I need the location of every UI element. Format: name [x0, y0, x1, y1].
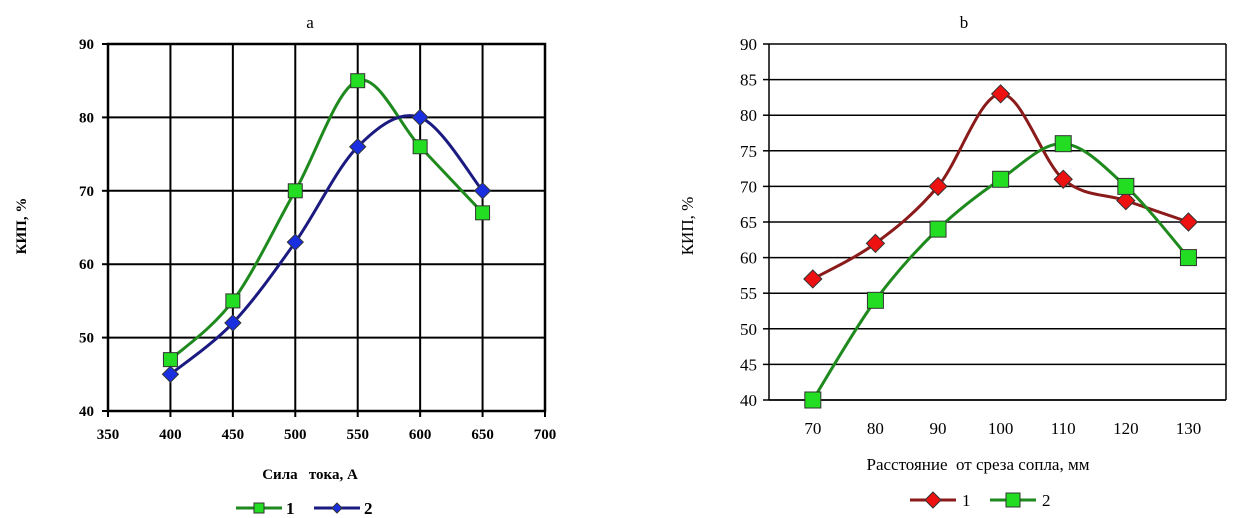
- chart-a-legend-2-marker: [331, 502, 343, 514]
- chart-b-ytick-label: 85: [740, 71, 757, 90]
- chart-a-series-1-point: [350, 73, 366, 89]
- chart-a-legend-1-marker: [253, 502, 265, 514]
- chart-b-ticks: 40 45 50 55 60 65 70 75 80 85 90 70 80 90 100 110 120 130: [740, 35, 1201, 438]
- chart-a-series-1-point: [287, 183, 303, 199]
- chart-a-series-2-point: [161, 365, 180, 384]
- chart-b-series-2-point: [1117, 177, 1135, 195]
- chart-b-legend-1-marker: [924, 491, 942, 509]
- chart-a-xtick-label: 350: [97, 427, 120, 443]
- chart-a-series-1-point: [412, 139, 428, 155]
- chart-b-legend-2-label: 2: [1042, 491, 1051, 510]
- chart-a-title: a: [306, 13, 314, 32]
- chart-b-xtick-label: 120: [1113, 419, 1139, 438]
- chart-b-xtick-label: 130: [1176, 419, 1202, 438]
- chart-b-series-1-point: [1116, 190, 1136, 211]
- chart-a-xtick-label: 450: [222, 427, 245, 443]
- chart-b-ytick-label: 40: [740, 391, 757, 410]
- chart-a-grid: [102, 42, 547, 417]
- chart-b-title: b: [960, 13, 969, 32]
- chart-a-series-1-point: [162, 352, 178, 368]
- chart-b-series-1-point: [1178, 212, 1199, 232]
- chart-b-series-2-point: [804, 391, 822, 409]
- chart-b-legend-1-label: 1: [962, 491, 971, 510]
- chart-a-ticks: 350 400 450 500 550 600 650 700 40 50 60 70 80 90: [79, 37, 556, 443]
- chart-a-series-2-point: [224, 314, 242, 332]
- chart-b-grid: [763, 43, 1227, 401]
- chart-a-series-1-point: [475, 205, 491, 221]
- chart-a-xtick-label: 600: [409, 427, 432, 443]
- chart-b-ytick-label: 70: [740, 177, 757, 196]
- chart-a-series-2-point: [349, 138, 367, 156]
- chart-a-ylabel: КИП, %: [14, 198, 30, 255]
- chart-a-series-2-point: [411, 108, 429, 127]
- chart-a: a 350 400 450 500 550 600 650 700 40 50 60 70 80 90 С…: [14, 13, 556, 518]
- chart-a-ytick-label: 80: [79, 110, 94, 126]
- chart-b-ytick-label: 50: [740, 320, 757, 339]
- chart-a-plot-frame: [106, 42, 547, 413]
- chart-a-legend-2-label: 2: [364, 499, 373, 518]
- chart-b-series-2-point: [992, 170, 1010, 188]
- chart-b-ytick-label: 60: [740, 249, 757, 268]
- chart-b-ytick-label: 65: [740, 213, 757, 232]
- chart-b-series: [803, 84, 1199, 409]
- chart-a-ytick-label: 90: [79, 37, 94, 53]
- chart-b-xtick-label: 90: [930, 419, 947, 438]
- chart-a-legend-1-label: 1: [286, 499, 295, 518]
- chart-a-xtick-label: 550: [346, 427, 369, 443]
- chart-a-xtick-label: 500: [284, 427, 307, 443]
- chart-b-xtick-label: 110: [1051, 419, 1076, 438]
- chart-b-xtick-label: 70: [804, 419, 821, 438]
- chart-a-ytick-label: 70: [79, 184, 94, 200]
- chart-b-series-1-point: [1053, 169, 1073, 189]
- chart-b-xtick-label: 100: [988, 419, 1014, 438]
- chart-b-legend-2-marker: [1005, 492, 1021, 508]
- chart-b-ytick-label: 90: [740, 35, 757, 54]
- chart-b-series-1-point: [865, 233, 886, 254]
- chart-b-series-1-point: [803, 269, 823, 289]
- chart-a-series-2-line: [169, 114, 484, 376]
- chart-a-xtick-label: 400: [159, 427, 182, 443]
- chart-a-series-2-point: [286, 233, 304, 251]
- chart-a-series: [161, 73, 492, 384]
- chart-a-ytick-label: 50: [79, 331, 94, 347]
- chart-b-ytick-label: 80: [740, 106, 757, 125]
- chart-a-xtick-label: 700: [534, 427, 557, 443]
- chart-a-series-2-point: [473, 182, 492, 200]
- chart-a-xlabel: Сила тока, А: [262, 467, 358, 483]
- chart-b-xlabel: Расстояние от среза сопла, мм: [867, 455, 1090, 474]
- chart-a-xtick-label: 650: [471, 427, 494, 443]
- chart-a-series-1-point: [225, 293, 241, 309]
- chart-a-ytick-label: 60: [79, 257, 94, 273]
- chart-b-series-1-point: [990, 84, 1011, 104]
- chart-a-series-1-line: [169, 78, 484, 361]
- chart-b-ytick-label: 75: [740, 142, 757, 161]
- chart-b-series-2-point: [866, 291, 884, 309]
- chart-b-ytick-label: 45: [740, 355, 757, 374]
- chart-b-ylabel: КИП, %: [678, 197, 697, 256]
- chart-b-series-2-point: [929, 220, 947, 238]
- chart-a-ytick-label: 40: [79, 404, 94, 420]
- chart-b-ytick-label: 55: [740, 284, 757, 303]
- chart-b-series-2-point: [1054, 135, 1072, 153]
- chart-b-series-2-point: [1179, 249, 1197, 267]
- chart-b-series-1-point: [928, 176, 948, 197]
- chart-b-xtick-label: 80: [867, 419, 884, 438]
- chart-b: b 40 45 50 55 60 65 70 75 80 85 90 70 80 90 100 110 120 1…: [678, 13, 1227, 510]
